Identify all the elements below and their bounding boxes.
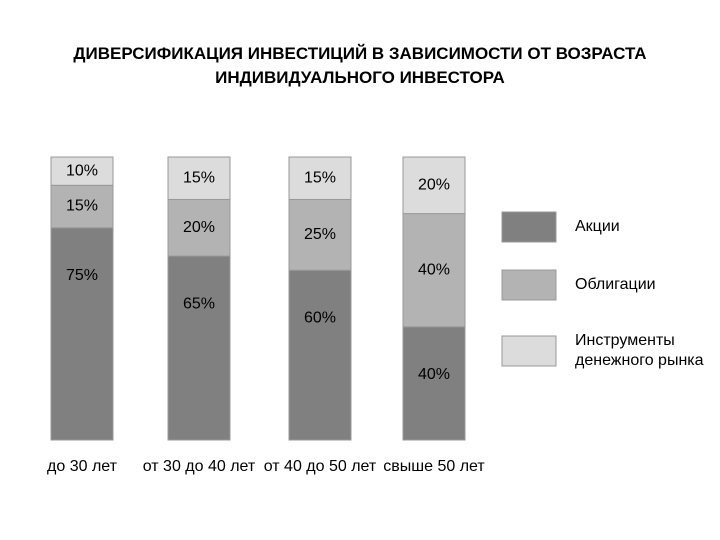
legend-swatch [501, 211, 557, 243]
data-label: 20% [183, 219, 215, 236]
legend-swatch [501, 335, 557, 367]
bar-segment [50, 156, 114, 186]
data-label: 15% [66, 198, 98, 215]
bar-segment [167, 198, 231, 257]
data-label: 25% [304, 226, 336, 243]
bar-segment [402, 156, 466, 215]
legend-label: Инструменты денежного рынка [575, 332, 704, 369]
data-label: 15% [304, 169, 336, 186]
data-label: 40% [418, 261, 450, 278]
x-tick-label: от 40 до 50 лет [264, 458, 377, 475]
bar-segment [167, 255, 231, 441]
chart-title: ДИВЕРСИФИКАЦИЯ ИНВЕСТИЦИЙ В ЗАВИСИМОСТИ … [73, 44, 647, 87]
legend-label: Облигации [575, 276, 656, 293]
bar-segment [167, 156, 231, 200]
bar-segment [50, 184, 114, 229]
data-label: 20% [418, 177, 450, 194]
bar-segment [50, 227, 114, 441]
data-label: 40% [418, 366, 450, 383]
bar-segment [288, 156, 352, 200]
bar-segment [288, 269, 352, 441]
x-tick-label: свыше 50 лет [383, 458, 485, 475]
x-tick-label: от 30 до 40 лет [143, 458, 256, 475]
data-label: 75% [66, 267, 98, 284]
bar-segment [402, 213, 466, 328]
data-label: 10% [66, 162, 98, 179]
bar-segment [402, 326, 466, 441]
legend-swatch [501, 269, 557, 301]
x-tick-label: до 30 лет [47, 458, 118, 475]
data-label: 65% [183, 295, 215, 312]
data-label: 15% [183, 169, 215, 186]
data-label: 60% [304, 309, 336, 326]
legend-label: Акции [575, 218, 620, 235]
